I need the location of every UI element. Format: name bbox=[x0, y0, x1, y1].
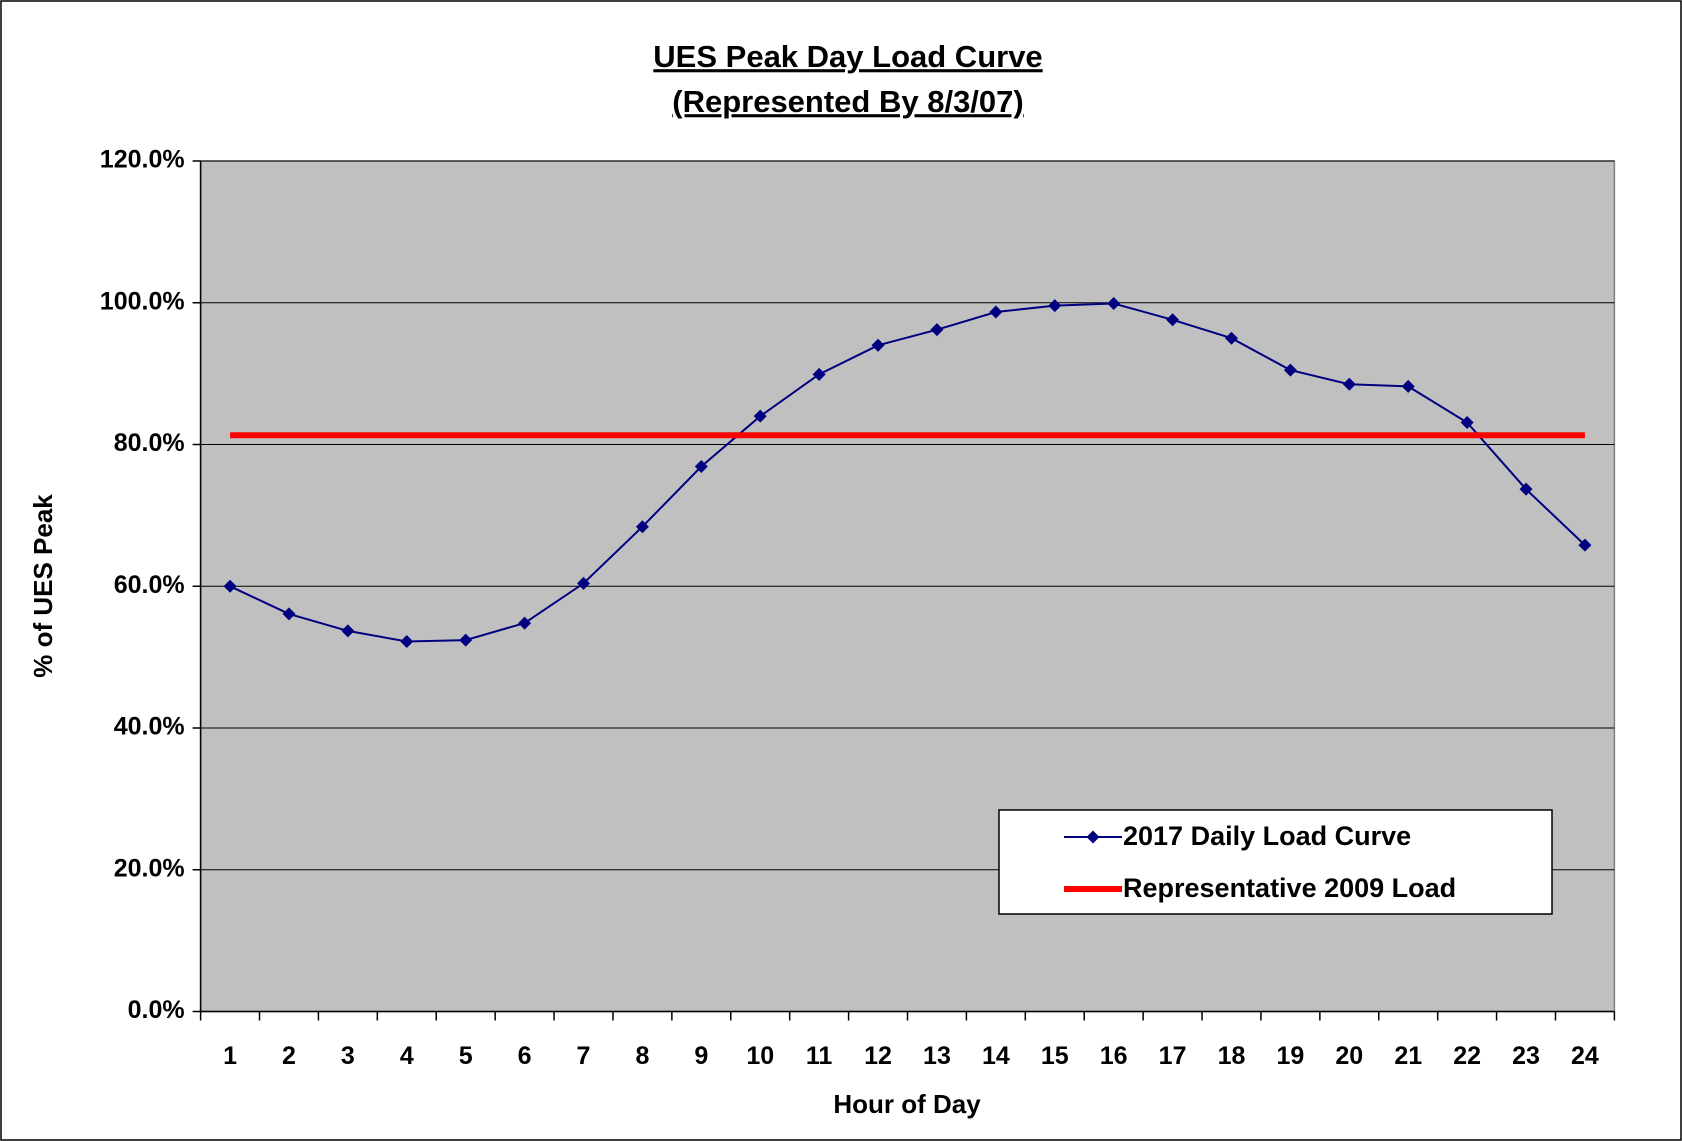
x-tick-label: 23 bbox=[1512, 1042, 1540, 1070]
x-tick-label: 21 bbox=[1394, 1042, 1422, 1070]
legend-label: 2017 Daily Load Curve bbox=[1123, 821, 1411, 851]
series-line bbox=[229, 302, 1586, 643]
x-tick-label: 9 bbox=[694, 1042, 708, 1070]
data-point bbox=[753, 409, 767, 423]
data-point bbox=[635, 520, 649, 534]
x-tick-label: 8 bbox=[635, 1042, 649, 1070]
x-tick-label: 11 bbox=[806, 1042, 833, 1070]
y-tick-label: 20.0% bbox=[114, 854, 185, 882]
x-tick-label: 15 bbox=[1041, 1042, 1069, 1070]
x-tick-label: 10 bbox=[746, 1042, 774, 1070]
data-point bbox=[1107, 296, 1121, 310]
y-tick-label: 80.0% bbox=[114, 429, 185, 457]
data-point bbox=[1224, 331, 1238, 345]
x-tick-label: 20 bbox=[1335, 1042, 1363, 1070]
x-tick-label: 6 bbox=[518, 1042, 532, 1070]
x-tick-label: 22 bbox=[1453, 1042, 1481, 1070]
chart-title: UES Peak Day Load Curve bbox=[653, 39, 1042, 74]
data-point bbox=[282, 607, 296, 621]
x-tick-label: 19 bbox=[1276, 1042, 1304, 1070]
data-point bbox=[694, 459, 708, 473]
y-tick-label: 0.0% bbox=[128, 996, 185, 1024]
x-tick-label: 16 bbox=[1100, 1042, 1128, 1070]
x-tick-label: 5 bbox=[459, 1042, 473, 1070]
data-point bbox=[989, 305, 1003, 319]
data-point bbox=[341, 624, 355, 638]
x-tick-label: 7 bbox=[577, 1042, 591, 1070]
data-point bbox=[577, 576, 591, 590]
y-tick-label: 100.0% bbox=[100, 287, 185, 315]
data-point bbox=[1578, 538, 1592, 552]
x-tick-label: 2 bbox=[282, 1042, 296, 1070]
x-axis-label: Hour of Day bbox=[833, 1089, 981, 1119]
data-point bbox=[930, 323, 944, 337]
data-point bbox=[1401, 379, 1415, 393]
data-point bbox=[1166, 313, 1180, 327]
data-point bbox=[223, 579, 237, 593]
data-point bbox=[1519, 482, 1533, 496]
x-tick-label: 3 bbox=[341, 1042, 355, 1070]
legend-box bbox=[998, 809, 1553, 915]
y-tick-label: 60.0% bbox=[114, 571, 185, 599]
chart-subtitle: (Represented By 8/3/07) bbox=[672, 84, 1023, 119]
data-point bbox=[1342, 377, 1356, 391]
x-tick-label: 14 bbox=[982, 1042, 1010, 1070]
legend-label: Representative 2009 Load bbox=[1123, 873, 1456, 903]
x-tick-label: 13 bbox=[923, 1042, 951, 1070]
data-point bbox=[1460, 416, 1474, 430]
x-tick-label: 12 bbox=[864, 1042, 892, 1070]
data-point bbox=[459, 633, 473, 647]
y-tick-label: 120.0% bbox=[100, 146, 185, 174]
y-axis-label: % of UES Peak bbox=[28, 494, 58, 678]
y-tick-label: 40.0% bbox=[114, 713, 185, 741]
data-point bbox=[812, 367, 826, 381]
x-tick-label: 17 bbox=[1159, 1042, 1187, 1070]
data-point bbox=[518, 616, 532, 630]
data-point bbox=[871, 338, 885, 352]
x-tick-label: 18 bbox=[1218, 1042, 1246, 1070]
data-point bbox=[1048, 299, 1062, 313]
legend-marker bbox=[1086, 830, 1100, 844]
data-point bbox=[400, 635, 414, 649]
data-point bbox=[1283, 363, 1297, 377]
x-tick-label: 24 bbox=[1571, 1042, 1599, 1070]
x-tick-label: 4 bbox=[400, 1042, 414, 1070]
x-tick-label: 1 bbox=[223, 1042, 237, 1070]
